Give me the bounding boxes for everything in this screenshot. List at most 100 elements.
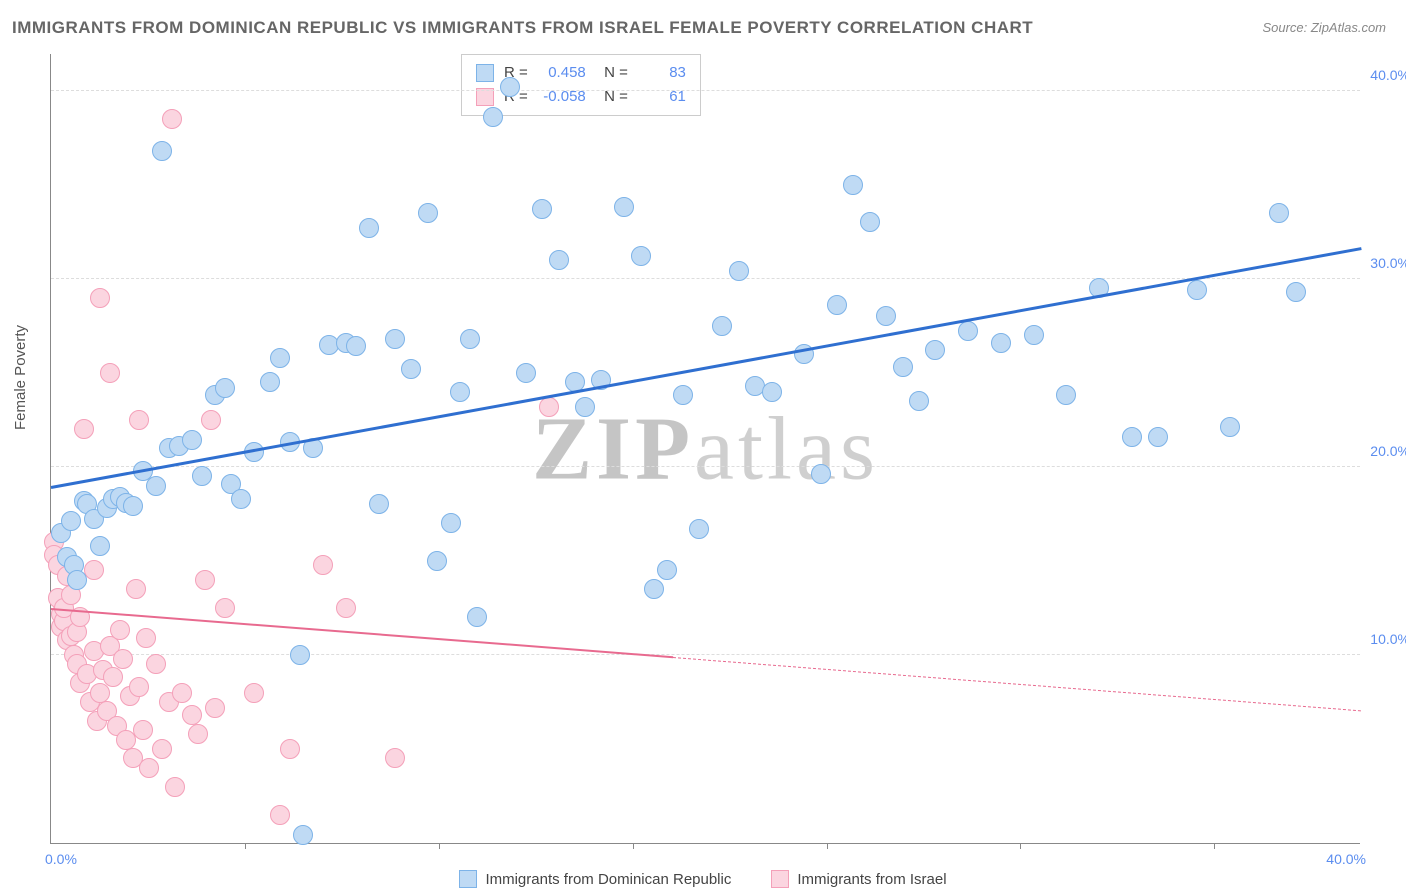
y-axis-label: Female Poverty [12, 325, 29, 430]
legend-swatch [771, 870, 789, 888]
data-point [657, 560, 677, 580]
data-point [876, 306, 896, 326]
data-point [139, 758, 159, 778]
data-point [165, 777, 185, 797]
data-point [762, 382, 782, 402]
data-point [427, 551, 447, 571]
data-point [441, 513, 461, 533]
data-point [336, 598, 356, 618]
legend-label: Immigrants from Israel [797, 871, 946, 888]
data-point [958, 321, 978, 341]
chart-title: IMMIGRANTS FROM DOMINICAN REPUBLIC VS IM… [12, 18, 1033, 38]
data-point [67, 570, 87, 590]
bottom-legend: Immigrants from Dominican RepublicImmigr… [0, 870, 1406, 888]
x-tick-right: 40.0% [1326, 851, 1366, 867]
x-tick-left: 0.0% [45, 851, 77, 867]
data-point [188, 724, 208, 744]
x-tick-mark [633, 843, 634, 849]
data-point [575, 397, 595, 417]
y-tick-label: 40.0% [1366, 67, 1406, 83]
data-point [460, 329, 480, 349]
y-tick-label: 20.0% [1366, 443, 1406, 459]
legend-swatch [476, 88, 494, 106]
data-point [991, 333, 1011, 353]
data-point [401, 359, 421, 379]
data-point [516, 363, 536, 383]
data-point [712, 316, 732, 336]
data-point [1056, 385, 1076, 405]
data-point [215, 378, 235, 398]
data-point [162, 109, 182, 129]
x-tick-mark [1214, 843, 1215, 849]
r-value: -0.058 [538, 85, 586, 109]
data-point [100, 363, 120, 383]
trend-line [673, 657, 1361, 711]
data-point [1024, 325, 1044, 345]
watermark-bold: ZIP [532, 399, 694, 498]
data-point [280, 739, 300, 759]
data-point [313, 555, 333, 575]
data-point [152, 739, 172, 759]
data-point [385, 748, 405, 768]
data-point [532, 199, 552, 219]
plot-area: ZIPatlas R =0.458 N =83R =-0.058 N =61 1… [50, 54, 1360, 844]
data-point [893, 357, 913, 377]
data-point [909, 391, 929, 411]
y-tick-label: 10.0% [1366, 631, 1406, 647]
data-point [129, 410, 149, 430]
data-point [205, 698, 225, 718]
data-point [113, 649, 133, 669]
stats-legend: R =0.458 N =83R =-0.058 N =61 [461, 54, 701, 116]
data-point [827, 295, 847, 315]
data-point [290, 645, 310, 665]
data-point [369, 494, 389, 514]
gridline [51, 278, 1360, 279]
legend-swatch [459, 870, 477, 888]
x-tick-mark [245, 843, 246, 849]
data-point [467, 607, 487, 627]
data-point [215, 598, 235, 618]
data-point [126, 579, 146, 599]
n-value: 83 [638, 61, 686, 85]
x-tick-mark [827, 843, 828, 849]
gridline [51, 654, 1360, 655]
data-point [1122, 427, 1142, 447]
data-point [1220, 417, 1240, 437]
data-point [146, 476, 166, 496]
gridline [51, 90, 1360, 91]
data-point [359, 218, 379, 238]
data-point [260, 372, 280, 392]
trend-line [51, 248, 1362, 490]
data-point [74, 419, 94, 439]
data-point [346, 336, 366, 356]
n-value: 61 [638, 85, 686, 109]
gridline [51, 466, 1360, 467]
data-point [549, 250, 569, 270]
data-point [843, 175, 863, 195]
legend-item: Immigrants from Israel [771, 870, 946, 888]
data-point [192, 466, 212, 486]
data-point [925, 340, 945, 360]
x-tick-mark [439, 843, 440, 849]
data-point [129, 677, 149, 697]
data-point [1269, 203, 1289, 223]
data-point [195, 570, 215, 590]
data-point [539, 397, 559, 417]
n-label: N = [596, 85, 628, 109]
data-point [1187, 280, 1207, 300]
y-tick-label: 30.0% [1366, 255, 1406, 271]
data-point [614, 197, 634, 217]
data-point [811, 464, 831, 484]
data-point [631, 246, 651, 266]
data-point [90, 288, 110, 308]
data-point [1148, 427, 1168, 447]
data-point [729, 261, 749, 281]
data-point [133, 720, 153, 740]
x-tick-mark [1020, 843, 1021, 849]
data-point [293, 825, 313, 845]
data-point [146, 654, 166, 674]
data-point [500, 77, 520, 97]
data-point [673, 385, 693, 405]
data-point [860, 212, 880, 232]
watermark-light: atlas [694, 399, 879, 498]
